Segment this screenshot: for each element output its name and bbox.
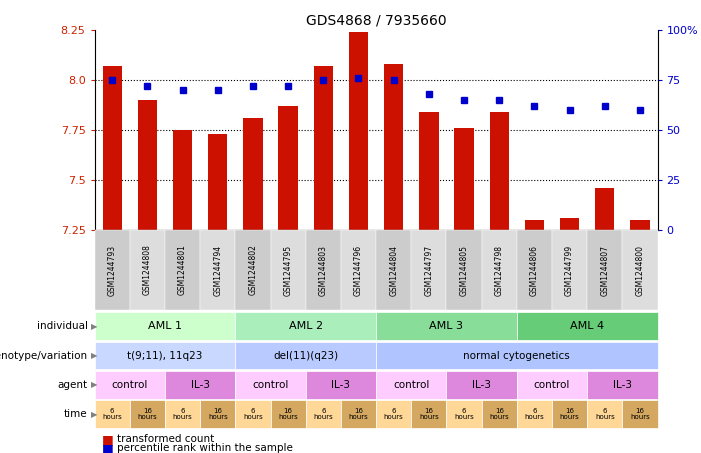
Text: control: control [111,380,148,390]
Bar [102,66,122,230]
Bar [560,218,579,230]
Bar [243,118,263,230]
Text: AML 2: AML 2 [289,321,322,331]
Text: ▶: ▶ [91,351,97,360]
Text: 16
hours: 16 hours [137,408,157,420]
Text: GSM1244799: GSM1244799 [565,245,574,295]
Bar [384,64,403,230]
Text: 16
hours: 16 hours [489,408,509,420]
Bar [313,66,333,230]
Text: transformed count: transformed count [117,434,215,444]
Text: GSM1244803: GSM1244803 [319,245,328,295]
Text: time: time [64,409,88,419]
Text: ■: ■ [102,433,114,446]
Text: 16
hours: 16 hours [630,408,650,420]
Text: ▶: ▶ [91,381,97,389]
Text: 16
hours: 16 hours [348,408,368,420]
Text: individual: individual [36,321,88,331]
Text: t(9;11), 11q23: t(9;11), 11q23 [128,351,203,361]
Text: AML 4: AML 4 [570,321,604,331]
Text: GSM1244795: GSM1244795 [284,245,292,295]
Bar [595,188,615,230]
Bar [173,130,192,230]
Bar [454,128,474,230]
Text: control: control [393,380,430,390]
Text: GSM1244804: GSM1244804 [389,245,398,295]
Text: 6
hours: 6 hours [524,408,544,420]
Text: 6
hours: 6 hours [243,408,263,420]
Title: GDS4868 / 7935660: GDS4868 / 7935660 [306,14,447,28]
Text: 6
hours: 6 hours [102,408,122,420]
Text: agent: agent [57,380,88,390]
Text: AML 3: AML 3 [430,321,463,331]
Text: GSM1244794: GSM1244794 [213,245,222,295]
Text: 6
hours: 6 hours [313,408,333,420]
Text: ▶: ▶ [91,410,97,419]
Text: 6
hours: 6 hours [595,408,615,420]
Bar [630,220,650,230]
Text: GSM1244800: GSM1244800 [635,245,644,295]
Text: GSM1244808: GSM1244808 [143,245,152,295]
Text: AML 1: AML 1 [148,321,182,331]
Text: GSM1244793: GSM1244793 [108,245,117,295]
Text: 16
hours: 16 hours [278,408,298,420]
Bar [419,112,439,230]
Text: GSM1244807: GSM1244807 [600,245,609,295]
Text: ▶: ▶ [91,322,97,331]
Text: 16
hours: 16 hours [419,408,439,420]
Bar [208,134,227,230]
Text: 16
hours: 16 hours [559,408,580,420]
Text: 6
hours: 6 hours [172,408,193,420]
Text: IL-3: IL-3 [472,380,491,390]
Text: GSM1244796: GSM1244796 [354,245,363,295]
Text: control: control [252,380,289,390]
Text: del(11)(q23): del(11)(q23) [273,351,339,361]
Text: IL-3: IL-3 [332,380,350,390]
Text: 6
hours: 6 hours [384,408,404,420]
Text: percentile rank within the sample: percentile rank within the sample [117,443,293,453]
Text: IL-3: IL-3 [613,380,632,390]
Bar [489,112,509,230]
Text: GSM1244802: GSM1244802 [248,245,257,295]
Text: GSM1244798: GSM1244798 [495,245,504,295]
Text: GSM1244797: GSM1244797 [424,245,433,295]
Bar [349,32,368,230]
Text: ■: ■ [102,442,114,453]
Text: genotype/variation: genotype/variation [0,351,88,361]
Text: GSM1244806: GSM1244806 [530,245,539,295]
Text: GSM1244801: GSM1244801 [178,245,187,295]
Bar [137,100,157,230]
Bar [525,220,544,230]
Text: control: control [533,380,570,390]
Text: IL-3: IL-3 [191,380,210,390]
Text: GSM1244805: GSM1244805 [460,245,468,295]
Bar [278,106,298,230]
Text: 6
hours: 6 hours [454,408,474,420]
Text: 16
hours: 16 hours [208,408,228,420]
Text: normal cytogenetics: normal cytogenetics [463,351,570,361]
